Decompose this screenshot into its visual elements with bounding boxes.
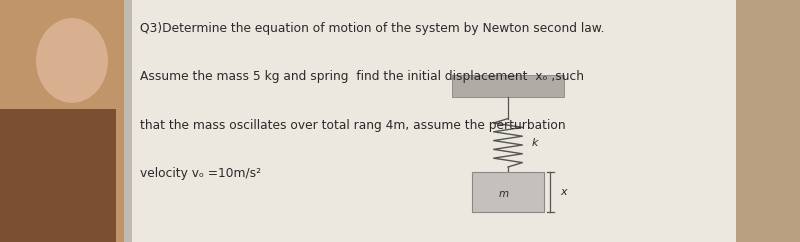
FancyBboxPatch shape — [0, 0, 188, 242]
Text: Q3)Determine the equation of motion of the system by Newton second law.: Q3)Determine the equation of motion of t… — [140, 22, 605, 35]
Text: k: k — [532, 138, 538, 148]
FancyBboxPatch shape — [0, 109, 116, 242]
Text: m: m — [499, 189, 509, 199]
Text: that the mass oscillates over total rang 4m, assume the perturbation: that the mass oscillates over total rang… — [140, 119, 566, 132]
Text: x: x — [560, 187, 566, 197]
Ellipse shape — [36, 18, 108, 103]
FancyBboxPatch shape — [452, 75, 564, 97]
Text: Assume the mass 5 kg and spring  find the initial displacement  xₒ ,such: Assume the mass 5 kg and spring find the… — [140, 70, 584, 83]
FancyBboxPatch shape — [124, 0, 132, 242]
FancyBboxPatch shape — [124, 0, 736, 242]
Text: velocity vₒ =10m/s²: velocity vₒ =10m/s² — [140, 167, 261, 180]
FancyBboxPatch shape — [472, 172, 544, 212]
